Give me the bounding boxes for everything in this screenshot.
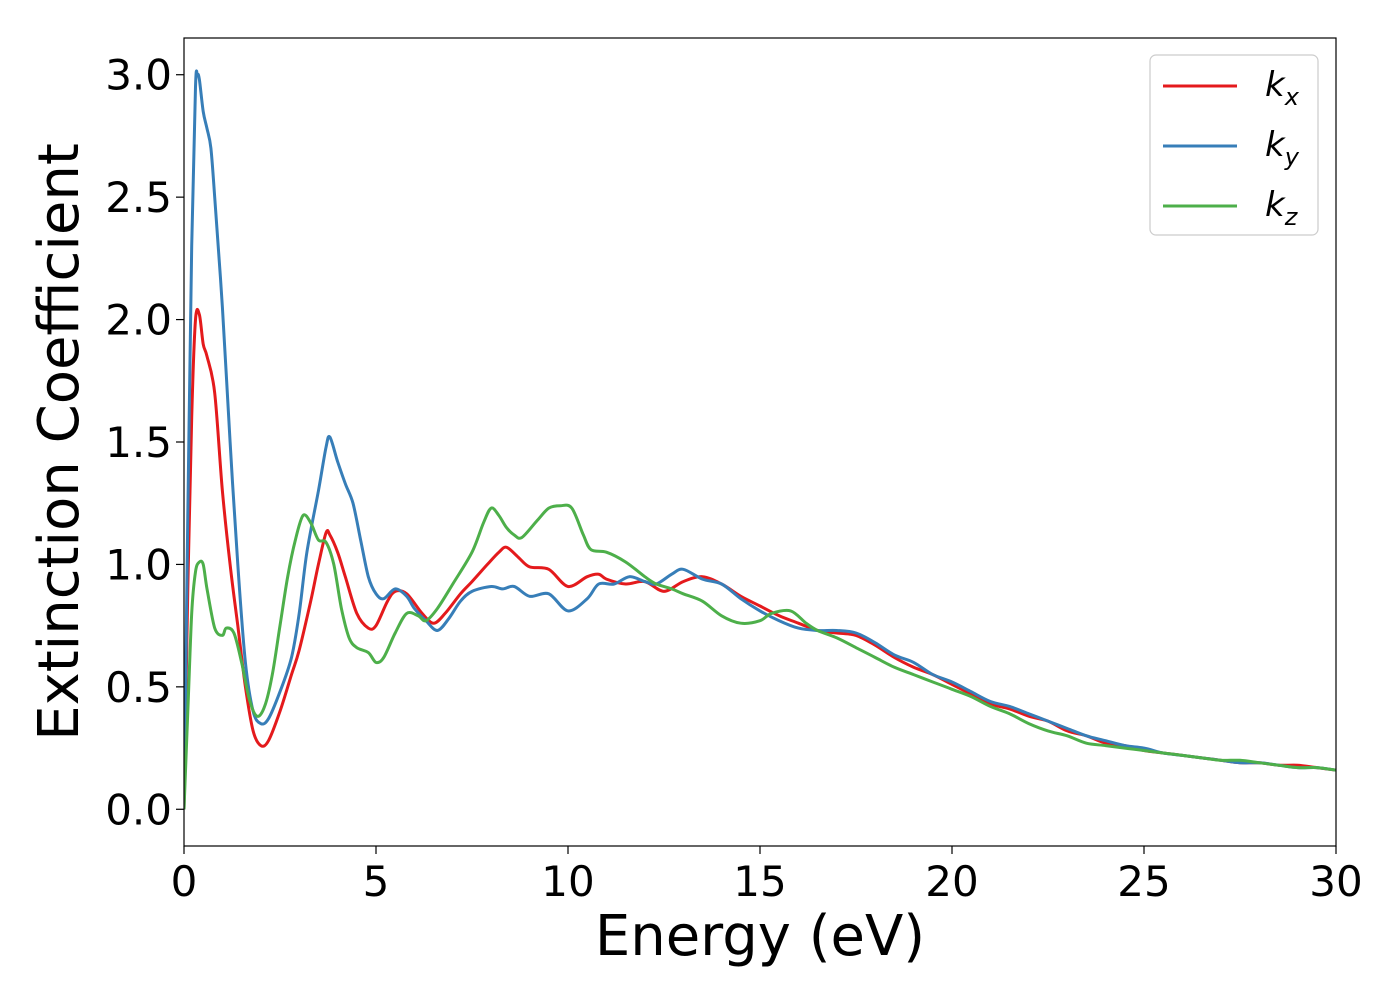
y-tick-label: 0.5 [105, 663, 172, 712]
y-tick-label: 1.0 [105, 540, 172, 589]
x-tick-label: 5 [363, 857, 390, 906]
y-tick-label: 2.5 [105, 173, 172, 222]
x-tick-label: 20 [925, 857, 978, 906]
y-tick-label: 0.0 [105, 785, 172, 834]
y-tick-label: 3.0 [105, 51, 172, 100]
x-tick-label: 10 [541, 857, 594, 906]
series-layer [184, 69, 1336, 810]
y-axis-ticks: 0.0 0.5 1.0 1.5 2.0 2.5 3.0 [105, 51, 184, 834]
series-line-kx [184, 308, 1336, 810]
legend-label-kz: kz [1265, 185, 1299, 231]
x-tick-label: 0 [171, 857, 198, 906]
y-tick-label: 1.5 [105, 418, 172, 467]
legend-label-ky: ky [1265, 125, 1300, 171]
y-tick-label: 2.0 [105, 296, 172, 345]
legend: kx ky kz [1149, 54, 1319, 236]
x-tick-label: 25 [1117, 857, 1170, 906]
x-axis-title: Energy (eV) [595, 904, 925, 969]
y-axis-title: Extinction Coefficient [27, 143, 92, 741]
x-tick-label: 30 [1309, 857, 1362, 906]
x-axis-ticks: 0 5 10 15 20 25 30 [171, 846, 1363, 906]
series-line-kz [184, 503, 1336, 810]
legend-label-kx: kx [1265, 65, 1300, 111]
x-tick-label: 15 [733, 857, 786, 906]
series-line-ky [184, 69, 1336, 810]
